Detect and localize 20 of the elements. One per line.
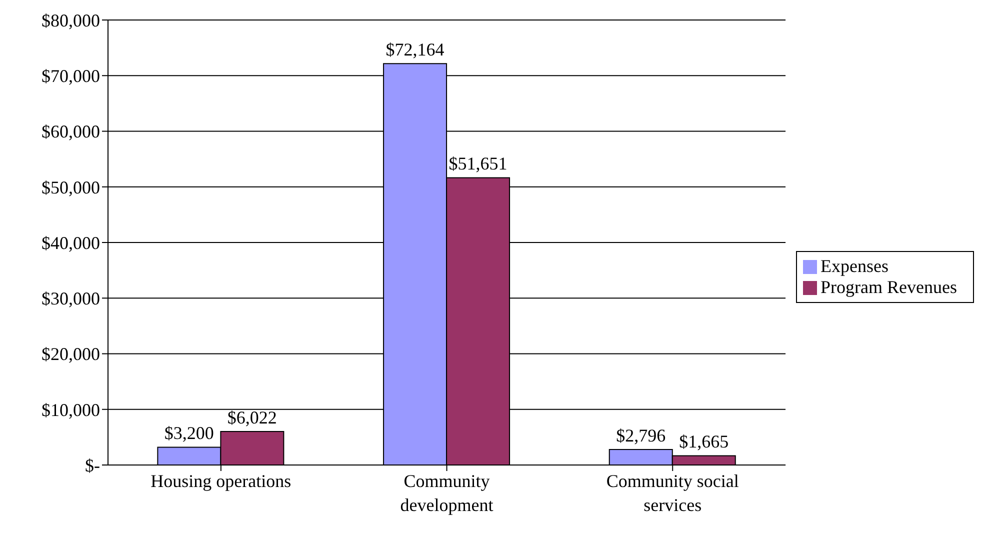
y-tick-label: $30,000 xyxy=(42,288,100,309)
data-label: $2,796 xyxy=(616,425,666,446)
y-tick-label: $50,000 xyxy=(42,177,100,198)
y-tick-label: $60,000 xyxy=(42,122,100,142)
legend-label: Expenses xyxy=(820,256,889,276)
y-tick-label: $80,000 xyxy=(42,10,100,30)
y-tick-label: $20,000 xyxy=(42,344,100,364)
data-label: $1,665 xyxy=(679,432,729,452)
x-tick-label: Community development xyxy=(400,471,494,515)
data-label: $3,200 xyxy=(164,423,214,444)
y-tick-label: $10,000 xyxy=(42,400,100,420)
x-tick-label: Community social services xyxy=(606,471,739,515)
data-label: $6,022 xyxy=(227,408,277,428)
data-label: $51,651 xyxy=(448,154,508,174)
y-tick-label: $70,000 xyxy=(42,66,100,86)
y-tick-label: $- xyxy=(85,455,100,476)
y-tick-label: $40,000 xyxy=(42,232,100,253)
legend-label: Program Revenues xyxy=(820,276,957,296)
data-label: $72,164 xyxy=(386,40,444,60)
x-tick-label: Housing operations xyxy=(150,471,292,491)
